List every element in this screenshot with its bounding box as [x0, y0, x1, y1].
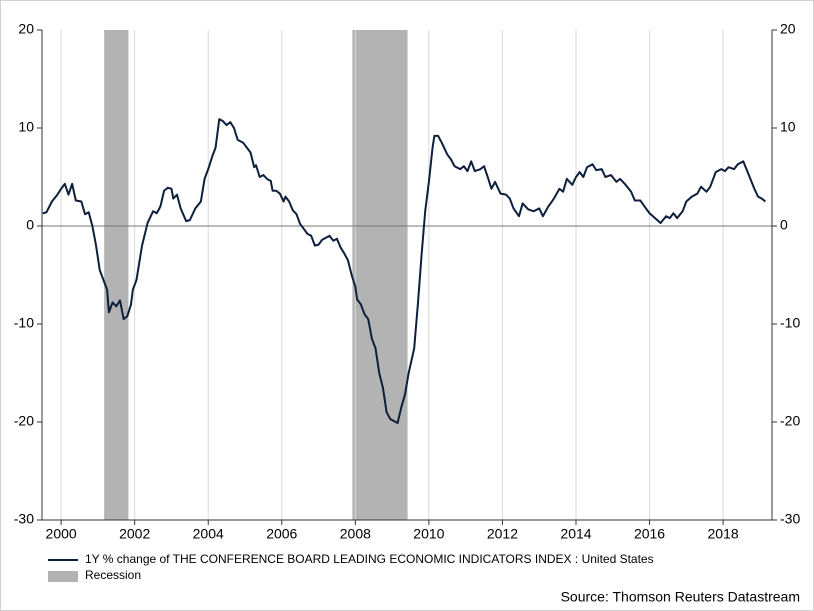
- y-tick-label: 20: [18, 21, 34, 37]
- x-tick-label: 2008: [340, 526, 371, 542]
- y2-tick-label: -10: [780, 315, 800, 331]
- x-tick-label: 2000: [46, 526, 77, 542]
- x-tick-label: 2006: [266, 526, 297, 542]
- source: Source: Thomson Reuters Datastream: [561, 589, 800, 605]
- y2-tick-label: -20: [780, 413, 800, 429]
- recession: [352, 30, 408, 520]
- legend-swatch: [48, 571, 78, 582]
- x-tick-label: 2002: [119, 526, 150, 542]
- x-tick-label: 2018: [708, 526, 739, 542]
- recession: [104, 30, 129, 520]
- y-tick-label: 10: [18, 119, 34, 135]
- y-tick-label: -20: [14, 413, 34, 429]
- y-tick-label: -30: [14, 511, 34, 527]
- y2-tick-label: -30: [780, 511, 800, 527]
- series-line: [42, 118, 767, 424]
- y2-tick-label: 0: [780, 217, 788, 233]
- legend-label: Recession: [85, 568, 141, 582]
- x-tick-label: 2012: [487, 526, 518, 542]
- y2-tick-label: 10: [780, 119, 796, 135]
- x-tick-label: 2014: [560, 526, 591, 542]
- y-tick-label: 0: [26, 217, 34, 233]
- x-tick-label: 2004: [193, 526, 224, 542]
- x-tick-label: 2016: [634, 526, 665, 542]
- y-tick-label: -10: [14, 315, 34, 331]
- legend-label: 1Y % change of THE CONFERENCE BOARD LEAD…: [85, 552, 654, 566]
- x-tick-label: 2010: [413, 526, 444, 542]
- y2-tick-label: 20: [780, 21, 796, 37]
